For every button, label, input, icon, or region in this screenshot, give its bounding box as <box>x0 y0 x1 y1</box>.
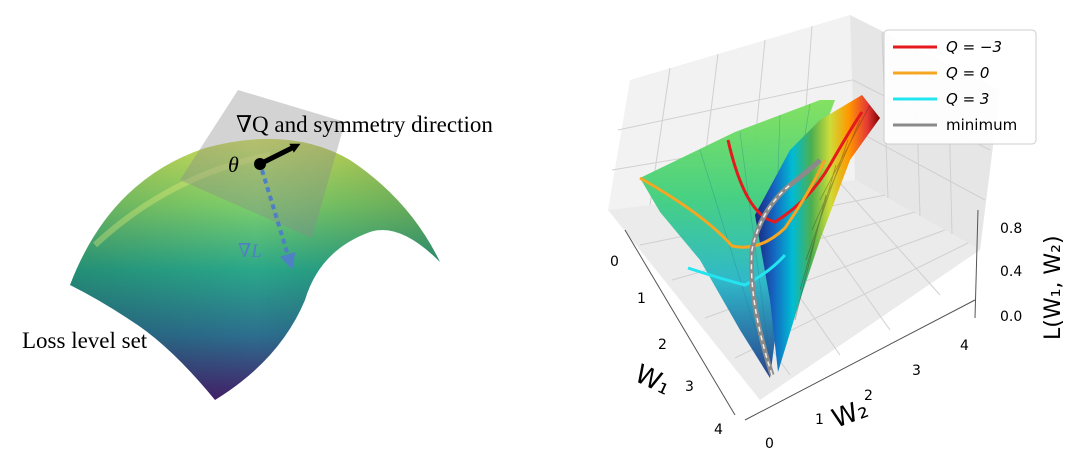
curve-q-neg3 <box>726 111 864 224</box>
z-tick-0.8: 0.8 <box>1000 221 1022 237</box>
x-tick-0: 0 <box>610 254 619 270</box>
x-axis-label: W₁ <box>630 359 675 401</box>
legend: Q = −3 Q = 0 Q = 3 minimum <box>883 29 1037 145</box>
legend-label: Q = −3 <box>946 38 1002 56</box>
x-tick-4: 4 <box>714 422 723 438</box>
grad-q-label: ∇Q and symmetry direction <box>236 112 493 137</box>
z-tick-0.4: 0.4 <box>1000 264 1022 280</box>
legend-label: Q = 0 <box>946 64 989 82</box>
x-tick-1: 1 <box>637 291 646 307</box>
z-tick-0.0: 0.0 <box>1000 309 1022 325</box>
theta-point <box>254 158 266 170</box>
legend-label: minimum <box>946 116 1017 134</box>
legend-label: Q = 3 <box>946 90 989 108</box>
y-tick-1: 1 <box>815 412 824 428</box>
x-tick-2: 2 <box>658 337 667 353</box>
y-tick-4: 4 <box>960 338 969 354</box>
x-tick-3: 3 <box>685 379 694 395</box>
level-set-label: Loss level set <box>22 328 148 353</box>
grad-q-arrow <box>258 143 301 167</box>
right-panel: 0 1 2 3 4 W₁ 0 1 2 3 4 W₂ 0.8 0.4 0.0 L(… <box>608 15 1066 452</box>
z-axis: 0.8 0.4 0.0 L(W₁, W₂) <box>974 209 1066 340</box>
legend-box <box>883 29 1037 145</box>
legend-entry-q-3: Q = 3 <box>893 90 989 108</box>
grad-l-label: ∇L <box>238 241 262 262</box>
y-tick-2: 2 <box>864 388 873 404</box>
z-axis-label: L(W₁, W₂) <box>1041 235 1066 340</box>
curve-q-3 <box>687 254 787 287</box>
legend-entry-q-neg3: Q = −3 <box>893 38 1002 56</box>
y-tick-0: 0 <box>765 436 774 452</box>
legend-entry-minimum: minimum <box>893 116 1017 134</box>
grad-l-arrow <box>260 169 296 270</box>
theta-label: θ <box>228 152 239 177</box>
y-tick-3: 3 <box>912 363 921 379</box>
loss-surface-ridge <box>755 95 880 372</box>
left-panel: θ ∇Q and symmetry direction ∇L Loss leve… <box>22 90 493 400</box>
legend-entry-q-0: Q = 0 <box>893 64 989 82</box>
